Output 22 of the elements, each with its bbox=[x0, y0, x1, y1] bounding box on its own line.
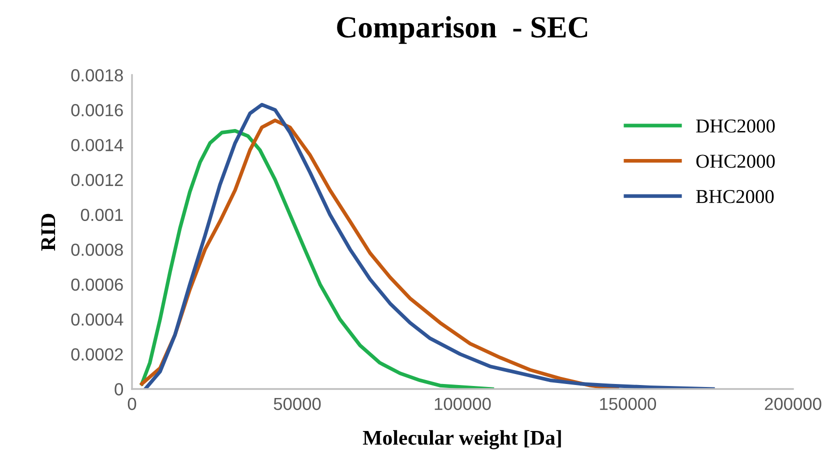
x-axis-title: Molecular weight [Da] bbox=[362, 430, 561, 450]
y-tick-label: 0.0018 bbox=[71, 69, 123, 82]
x-tick-label: 50000 bbox=[274, 398, 321, 410]
y-tick-label: 0.0008 bbox=[71, 244, 123, 256]
y-tick-label: 0.0004 bbox=[71, 313, 124, 326]
y-tick-label: 0 bbox=[114, 383, 123, 396]
y-axis-title: RID bbox=[41, 214, 56, 251]
line-series bbox=[140, 129, 494, 389]
x-tick-label: 200000 bbox=[764, 398, 822, 410]
legend-label: OHC2000 bbox=[696, 154, 775, 168]
legend-label: DHC2000 bbox=[696, 119, 775, 133]
legend-label: BHC2000 bbox=[696, 190, 774, 204]
y-tick-label: 0.001 bbox=[80, 208, 123, 222]
y-tick-label: 0.0002 bbox=[71, 348, 123, 361]
y-tick-label: 0.0006 bbox=[71, 278, 123, 291]
y-tick-label: 0.0014 bbox=[71, 138, 124, 152]
x-tick-label: 150000 bbox=[600, 398, 656, 410]
x-tick-label: 0 bbox=[128, 398, 136, 410]
y-tick-label: 0.0016 bbox=[71, 104, 123, 116]
y-tick-label: 0.0012 bbox=[71, 174, 123, 186]
chart-title: Comparison - SEC bbox=[337, 16, 588, 44]
x-tick-label: 100000 bbox=[434, 398, 491, 410]
